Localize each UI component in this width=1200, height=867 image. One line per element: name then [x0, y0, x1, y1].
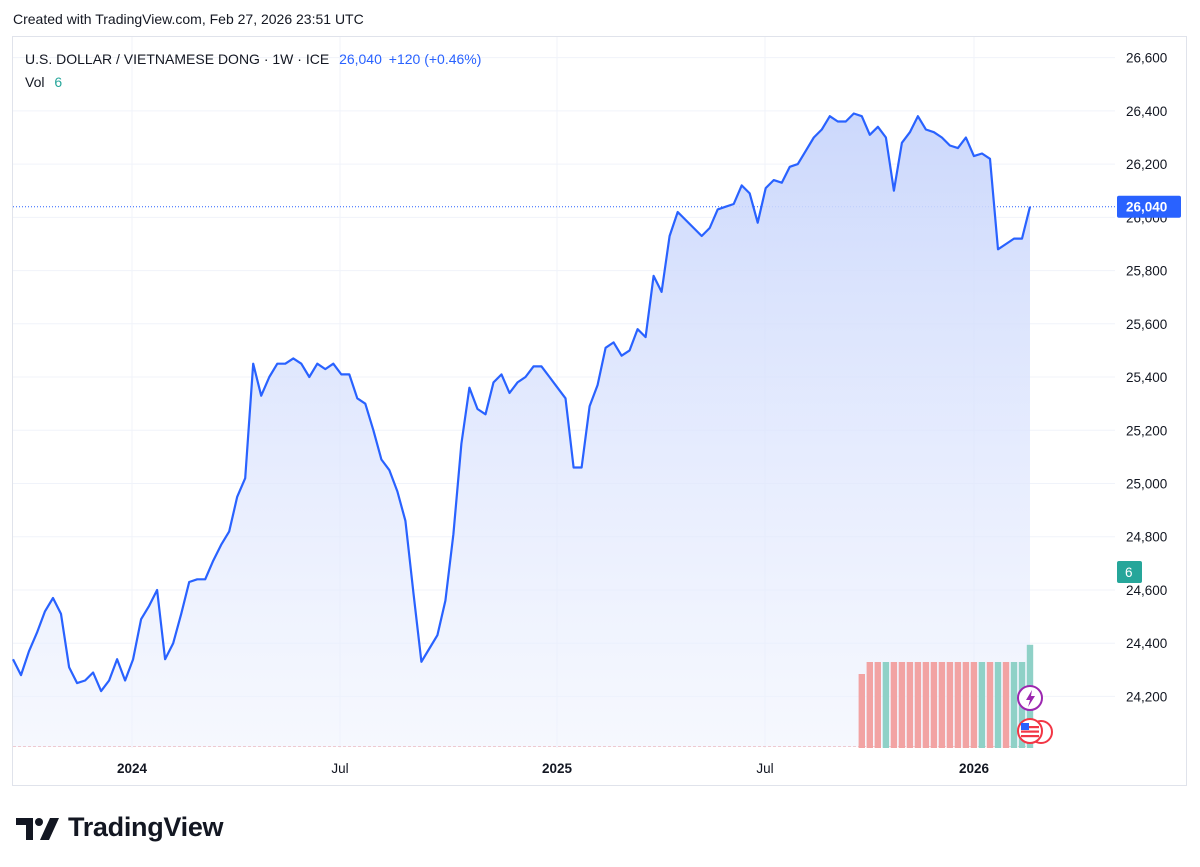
volume-bar — [1010, 662, 1018, 748]
y-tick-label: 24,800 — [1126, 530, 1167, 545]
x-tick-label: Jul — [331, 761, 348, 776]
last-price-value: 26,040 — [339, 51, 382, 67]
symbol-title[interactable]: U.S. DOLLAR / VIETNAMESE DONG · 1W · ICE — [25, 51, 330, 67]
volume-badge — [1117, 561, 1142, 583]
x-tick-label: 2025 — [542, 761, 573, 776]
area-fill — [13, 113, 1030, 747]
volume-bar — [874, 662, 881, 748]
x-tick-label: 2026 — [959, 761, 990, 776]
last-price-badge — [1117, 195, 1181, 218]
y-tick-label: 25,200 — [1126, 423, 1167, 438]
volume-bar — [882, 662, 890, 748]
volume-bar — [858, 674, 865, 748]
tradingview-logo-icon — [16, 817, 59, 840]
volume-bar — [994, 662, 1002, 748]
volume-bar — [1002, 662, 1010, 748]
price-line — [12, 112, 1032, 693]
volume-bar — [954, 662, 962, 748]
y-axis[interactable]: 26,60026,40026,20026,00025,80025,60025,4… — [1126, 51, 1167, 705]
event-markers[interactable] — [1017, 685, 1053, 744]
y-tick-label: 25,000 — [1126, 477, 1167, 492]
y-tick-label: 25,400 — [1126, 370, 1167, 385]
x-axis[interactable]: 2024 Jul 2025 Jul 2026 — [117, 761, 990, 776]
y-tick-label: 25,600 — [1126, 317, 1167, 332]
y-tick-label: 26,400 — [1126, 104, 1167, 119]
volume-bar — [922, 662, 930, 748]
volume-bar — [890, 662, 898, 748]
volume-value: 6 — [54, 74, 63, 90]
y-tick-label: 26,200 — [1126, 157, 1167, 172]
y-tick-label: 24,200 — [1126, 689, 1167, 704]
volume-bar — [970, 662, 978, 748]
volume-bar — [866, 662, 873, 748]
tradingview-logo[interactable]: TradingView — [16, 812, 224, 843]
y-tick-label: 26,600 — [1126, 51, 1167, 66]
volume-bar — [898, 662, 906, 748]
x-tick-label: Jul — [756, 761, 773, 776]
volume-label[interactable]: Vol — [25, 74, 45, 90]
volume-bar — [962, 662, 970, 748]
y-tick-label: 25,800 — [1126, 264, 1167, 279]
volume-bar — [938, 662, 946, 748]
volume-bar — [978, 662, 986, 748]
chart-frame[interactable] — [12, 36, 1187, 786]
dividend-event-icon[interactable] — [1017, 685, 1043, 711]
last-price-badge-text: 26,040 — [1126, 200, 1167, 215]
x-tick-label: 2024 — [117, 761, 148, 776]
volume-badge-text: 6 — [1125, 565, 1133, 580]
created-with-caption: Created with TradingView.com, Feb 27, 20… — [13, 11, 364, 27]
volume-bar — [946, 662, 954, 748]
price-change-value: +120 (+0.46%) — [388, 51, 482, 67]
y-tick-label: 24,600 — [1126, 583, 1167, 598]
chart-legend: U.S. DOLLAR / VIETNAMESE DONG · 1W · ICE… — [25, 48, 481, 94]
us-flag-event-icon[interactable] — [1017, 718, 1053, 744]
volume-bar — [930, 662, 938, 748]
volume-bar — [914, 662, 922, 748]
tradingview-logo-text: TradingView — [68, 812, 224, 842]
series-line — [12, 112, 1032, 693]
area-path — [13, 113, 1030, 747]
axis-badges: 26,040 6 — [1117, 195, 1181, 583]
volume-bar — [986, 662, 994, 748]
volume-bar — [906, 662, 914, 748]
y-tick-label: 24,400 — [1126, 636, 1167, 651]
